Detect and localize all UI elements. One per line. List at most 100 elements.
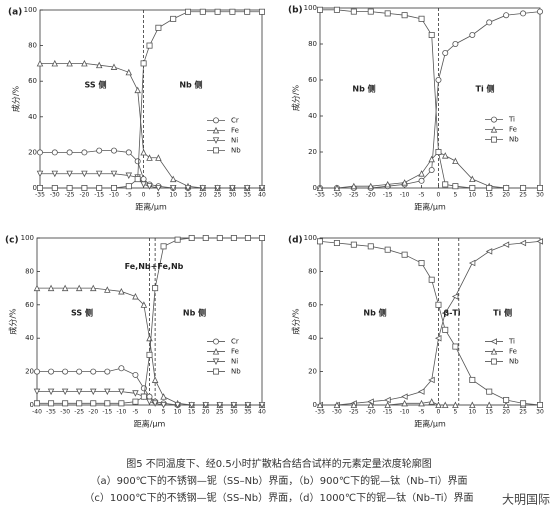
data-point bbox=[435, 77, 442, 84]
x-tick-label: 10 bbox=[468, 409, 476, 416]
series-line bbox=[40, 11, 262, 189]
x-tick-label: -20 bbox=[79, 192, 89, 199]
x-tick-label: -15 bbox=[102, 409, 112, 416]
legend-marker bbox=[212, 338, 219, 345]
x-tick-label: 35 bbox=[244, 409, 252, 416]
x-axis-label: 距离/μm bbox=[414, 202, 446, 212]
data-point bbox=[134, 86, 141, 94]
x-tick-label: -20 bbox=[366, 409, 376, 416]
data-point bbox=[34, 368, 41, 375]
legend-marker bbox=[490, 338, 498, 345]
data-point bbox=[37, 184, 44, 191]
data-point bbox=[350, 241, 357, 248]
data-point bbox=[537, 184, 544, 191]
y-tick-label: 80 bbox=[308, 40, 317, 48]
x-tick-label: -10 bbox=[116, 409, 126, 416]
data-point bbox=[418, 177, 425, 184]
data-point bbox=[316, 238, 323, 245]
x-tick-label: 25 bbox=[216, 409, 224, 416]
legend-marker bbox=[212, 368, 219, 375]
data-point bbox=[47, 388, 55, 396]
data-point bbox=[174, 236, 181, 243]
data-point bbox=[333, 6, 340, 13]
data-point bbox=[151, 376, 159, 383]
data-point bbox=[104, 388, 111, 396]
data-point bbox=[110, 63, 118, 70]
data-point bbox=[536, 238, 543, 245]
data-point bbox=[442, 181, 449, 188]
data-point bbox=[152, 285, 159, 292]
x-tick-label: -5 bbox=[419, 409, 425, 416]
data-point bbox=[81, 184, 88, 191]
x-tick-label: -10 bbox=[400, 409, 410, 416]
x-tick-label: -25 bbox=[74, 409, 84, 416]
data-point bbox=[81, 149, 88, 156]
data-point bbox=[214, 8, 221, 15]
legend-label: Ti bbox=[508, 338, 515, 346]
data-point bbox=[51, 59, 59, 67]
y-tick-label: 80 bbox=[25, 267, 34, 275]
data-point bbox=[66, 170, 73, 178]
annotation: Nb 侧 bbox=[363, 308, 386, 318]
x-tick-label: -5 bbox=[132, 409, 138, 416]
data-point bbox=[216, 401, 224, 409]
legend-label: Fe bbox=[231, 126, 239, 134]
data-point bbox=[384, 246, 391, 253]
legend-label: Fe bbox=[509, 348, 517, 356]
data-point bbox=[435, 148, 442, 155]
data-point bbox=[214, 184, 221, 192]
data-point bbox=[160, 393, 167, 400]
data-point bbox=[469, 32, 476, 39]
data-point bbox=[95, 170, 103, 178]
data-point bbox=[125, 149, 132, 156]
legend-marker bbox=[490, 136, 497, 143]
x-tick-label: 5 bbox=[453, 192, 457, 199]
data-point bbox=[428, 276, 435, 283]
data-point bbox=[61, 284, 69, 292]
y-tick-label: 40 bbox=[308, 112, 317, 120]
data-point bbox=[96, 147, 103, 154]
x-tick-label: 35 bbox=[243, 192, 251, 199]
data-point bbox=[244, 401, 252, 409]
data-point bbox=[66, 59, 73, 67]
data-point bbox=[160, 401, 167, 409]
data-point bbox=[502, 401, 510, 409]
x-tick-label: -30 bbox=[60, 409, 70, 416]
data-point bbox=[485, 248, 493, 255]
data-point bbox=[258, 184, 266, 192]
series-line bbox=[40, 173, 262, 189]
y-tick-label: 80 bbox=[28, 42, 37, 50]
data-point bbox=[244, 8, 251, 15]
data-point bbox=[469, 175, 476, 183]
y-tick-label: 60 bbox=[308, 301, 317, 309]
x-tick-label: 10 bbox=[468, 192, 476, 199]
x-axis-label: 距离/μm bbox=[135, 202, 167, 212]
series-line bbox=[320, 401, 540, 406]
data-point bbox=[132, 371, 139, 378]
x-tick-label: -20 bbox=[366, 192, 376, 199]
data-point bbox=[442, 326, 449, 333]
data-point bbox=[367, 243, 374, 250]
y-tick-label: 20 bbox=[28, 148, 37, 156]
panel-label: (d) bbox=[288, 236, 303, 246]
y-tick-label: 0 bbox=[313, 184, 317, 192]
x-tick-label: -10 bbox=[400, 192, 410, 199]
data-point bbox=[384, 401, 391, 409]
data-point bbox=[469, 376, 476, 383]
data-point bbox=[62, 368, 69, 375]
data-point bbox=[350, 8, 357, 15]
data-point bbox=[140, 181, 147, 188]
x-tick-label: -25 bbox=[349, 192, 359, 199]
annotation: Nb 侧 bbox=[179, 79, 202, 89]
data-point bbox=[96, 184, 103, 191]
data-point bbox=[184, 8, 191, 15]
plot-frame bbox=[319, 237, 541, 406]
plot-frame bbox=[39, 9, 263, 189]
panel-label: (b) bbox=[288, 6, 303, 16]
legend-label: Fe bbox=[509, 126, 517, 134]
data-point bbox=[118, 400, 125, 407]
data-point bbox=[367, 182, 375, 190]
x-tick-label: -5 bbox=[419, 192, 425, 199]
data-point bbox=[485, 401, 493, 409]
y-tick-label: 40 bbox=[308, 334, 317, 342]
